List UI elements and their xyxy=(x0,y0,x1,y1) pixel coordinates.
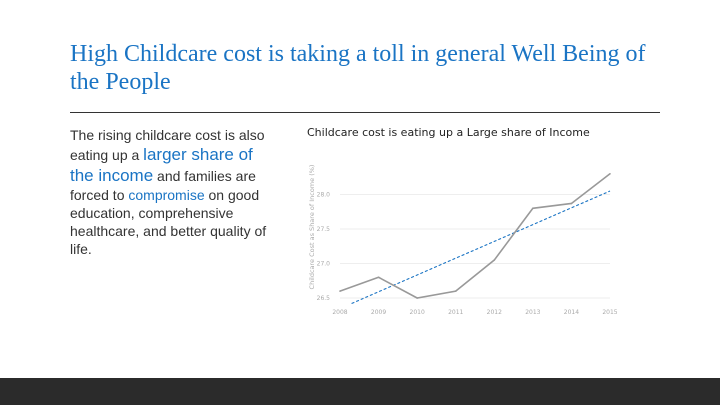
y-axis-label: Childcare Cost as Share of Income (%) xyxy=(308,165,316,290)
data-point xyxy=(609,173,611,175)
x-tick-label: 2012 xyxy=(487,309,502,316)
series-line xyxy=(339,173,611,299)
x-tick-label: 2011 xyxy=(448,309,463,316)
data-point xyxy=(454,290,457,292)
trendline-layer xyxy=(351,190,611,305)
footer-bar xyxy=(0,378,720,405)
data-point xyxy=(532,207,534,210)
y-tick-label: 27.5 xyxy=(317,226,331,233)
body-text-2: and families are forced to xyxy=(70,168,256,203)
gridlines xyxy=(340,194,610,299)
body-paragraph: The rising childcare cost is also eating… xyxy=(70,126,270,258)
slide-title: High Childcare cost is taking a toll in … xyxy=(70,41,646,95)
data-point xyxy=(377,276,380,279)
data-point xyxy=(570,202,573,205)
trend-line xyxy=(351,190,611,305)
x-axis-ticks: 2008 2009 2010 2011 2012 2013 2014 2015 xyxy=(332,309,617,316)
y-tick-label: 26.5 xyxy=(317,295,331,302)
chart-title: Childcare cost is eating up a Large shar… xyxy=(307,126,590,139)
title-divider xyxy=(70,112,660,113)
y-tick-label: 27.0 xyxy=(317,261,331,268)
body-text-3: on good education, comprehensive healthc… xyxy=(70,187,267,257)
series-layer xyxy=(339,173,611,299)
data-point xyxy=(416,297,418,299)
x-tick-label: 2010 xyxy=(410,309,425,316)
x-tick-label: 2009 xyxy=(371,309,386,316)
x-tick-label: 2008 xyxy=(332,309,347,316)
highlight-compromise: compromise xyxy=(128,187,205,203)
line-chart: 26.5 27.0 27.5 28.0 2008 2009 2010 2011 2012 201… xyxy=(308,165,618,316)
x-tick-label: 2015 xyxy=(602,309,617,316)
data-point xyxy=(339,290,341,292)
x-tick-label: 2013 xyxy=(525,309,540,316)
y-tick-label: 28.0 xyxy=(317,192,331,199)
y-axis-ticks: 26.5 27.0 27.5 28.0 xyxy=(317,192,331,303)
body-text-1: The rising childcare cost is also eating… xyxy=(70,127,265,163)
data-point xyxy=(493,259,496,261)
x-tick-label: 2014 xyxy=(564,309,579,316)
highlight-larger-share: larger share of the income xyxy=(70,145,253,185)
